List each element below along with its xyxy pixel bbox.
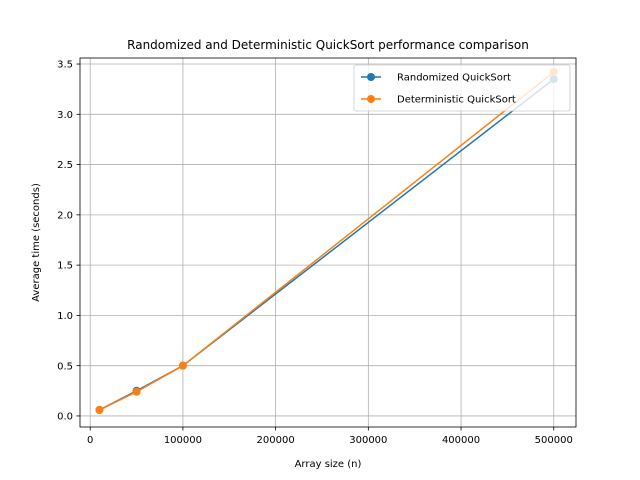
x-tick-label: 200000: [257, 435, 295, 446]
series-2: [95, 68, 558, 414]
axes-frame: [79, 57, 577, 428]
series-line: [99, 71, 555, 411]
y-axis: 0.0 0.5 1.0 1.5 2.0 2.5 3.0 3.5: [57, 60, 80, 423]
y-tick-label: 3.5: [57, 60, 73, 71]
y-tick-label: 3.0: [57, 110, 73, 121]
y-tick-label: 0.5: [57, 361, 73, 372]
y-tick-label: 1.0: [57, 311, 73, 322]
data-point: [95, 405, 104, 414]
legend-marker: [367, 73, 375, 81]
plot-area: 0 100000 200000 300000 400000 500000 0.0 0.5 1.…: [57, 57, 577, 446]
x-tick-label: 100000: [164, 435, 202, 446]
legend-label: Randomized QuickSort: [397, 73, 511, 84]
y-tick-label: 1.5: [57, 261, 73, 272]
y-axis-label: Average time (seconds): [31, 183, 42, 302]
legend-label: Deterministic QuickSort: [397, 95, 516, 106]
x-tick-label: 300000: [349, 435, 387, 446]
y-tick-label: 2.5: [57, 160, 73, 171]
x-axis: 0 100000 200000 300000 400000 500000: [87, 427, 573, 446]
legend: Randomized QuickSort Deterministic QuickS…: [353, 64, 571, 112]
legend-marker: [367, 95, 375, 103]
y-tick-label: 0.0: [57, 412, 73, 423]
x-tick-label: 400000: [442, 435, 480, 446]
x-axis-label: Array size (n): [295, 459, 362, 470]
data-point: [132, 387, 141, 396]
x-tick-label: 0: [87, 435, 93, 446]
data-point: [178, 361, 187, 370]
legend-box: [353, 64, 571, 112]
grid: [80, 58, 576, 427]
chart-title: Randomized and Deterministic QuickSort p…: [127, 38, 529, 52]
y-tick-label: 2.0: [57, 210, 73, 221]
x-tick-label: 500000: [535, 435, 573, 446]
